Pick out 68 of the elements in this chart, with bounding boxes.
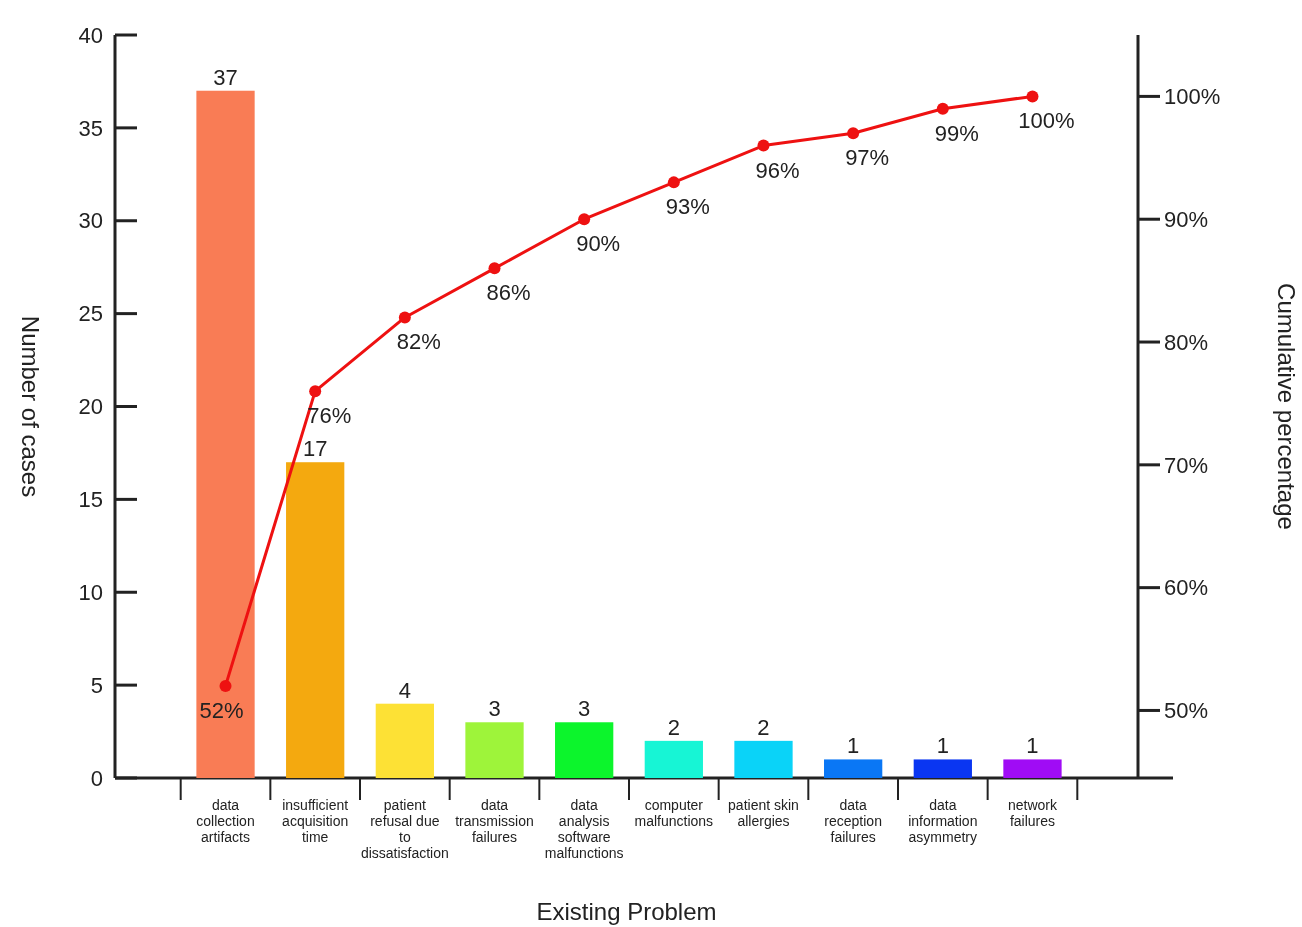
point [757,139,770,152]
y-tick-label: 15 [78,487,103,513]
bar [1003,759,1062,778]
point [936,102,949,115]
point [488,262,501,275]
y-tick-label: 10 [78,579,103,605]
data-label: 86% [486,280,531,306]
point [1026,90,1039,103]
point [847,127,860,140]
data-label: 1 [1026,733,1039,759]
bar [375,703,434,778]
data-label: 1 [847,733,860,759]
bar [555,722,614,778]
data-label: 100% [1018,108,1075,134]
bar [644,740,703,778]
y-tick-label: 35 [78,115,103,141]
point [219,679,232,692]
point [398,311,411,324]
data-label: 4 [398,677,411,703]
x-tick-label: insufficient acquisition time [282,797,349,845]
x-tick-label: data reception failures [824,797,882,845]
data-label: 52% [199,697,244,723]
data-label: 3 [488,696,501,722]
bar [734,740,793,778]
y2-tick-label: 70% [1164,452,1209,478]
x-tick-label: computer malfunctions [634,797,714,829]
y2-tick-label: 100% [1164,84,1221,110]
y2-tick-label: 60% [1164,575,1209,601]
data-label: 37 [213,64,238,90]
bar [824,759,883,778]
data-label: 97% [845,145,890,171]
data-label: 96% [755,157,800,183]
point [667,176,680,189]
y2-tick-label: 80% [1164,329,1209,355]
y2-tick-label: 50% [1164,698,1209,724]
data-label: 99% [934,120,979,146]
y-tick-label: 5 [90,672,103,698]
y-tick-label: 30 [78,208,103,234]
y-tick-label: 20 [78,394,103,420]
y-tick-label: 0 [90,765,103,791]
data-label: 17 [302,436,328,462]
data-label: 93% [665,194,710,220]
point [578,213,591,226]
x-tick-label: data collection artifacts [196,797,255,845]
y-axis-title: Number of cases [17,315,44,498]
x-tick-label: patient refusal due to dissatisfaction [360,797,449,861]
y2-tick-label: 90% [1164,206,1209,232]
x-tick-label: data information asymmetry [908,797,978,845]
data-label: 2 [757,714,770,740]
data-label: 3 [578,696,591,722]
x-tick-label: patient skin allergies [728,797,799,829]
data-label: 76% [307,403,352,429]
bar [196,90,255,778]
bar [913,759,972,778]
x-axis-title: Existing Problem [536,898,717,925]
y-tick-label: 25 [78,301,103,327]
bar [465,722,524,778]
data-label: 82% [396,329,441,355]
bar [286,462,345,778]
data-label: 1 [936,733,949,759]
y2-axis-title: Cumulative percentage [1273,283,1300,530]
point [309,385,322,398]
x-tick-label: network failures [1007,797,1058,829]
x-tick-label: data transmission failures [455,797,534,845]
data-label: 2 [667,714,680,740]
y-tick-label: 40 [78,22,103,48]
x-tick-label: data analysis software malfunctions [544,797,624,861]
data-label: 90% [576,231,621,257]
